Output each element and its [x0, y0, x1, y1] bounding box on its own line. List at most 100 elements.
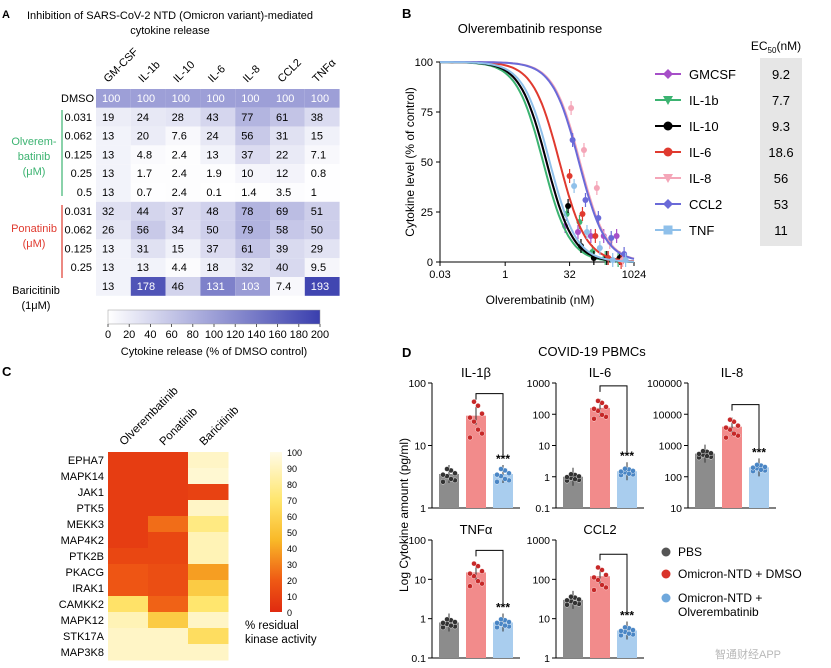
subplot-1: IL-6 0.1 1 10 100 1000 *** — [527, 365, 644, 515]
data-point — [592, 233, 599, 239]
cell-value: 13 — [102, 187, 114, 199]
data-dot — [599, 412, 605, 418]
kinase-column-header-2: Baricitinib — [198, 404, 242, 448]
panel-d-subplots: IL-1β110100***IL-60.11101001000***IL-810… — [408, 365, 776, 665]
kinase-colorbar-tick-label: 20 — [287, 576, 297, 586]
kinase-cell — [108, 612, 149, 629]
heatmap-cell — [304, 239, 340, 259]
legend-marker — [663, 121, 673, 131]
cell-value: 46 — [172, 281, 184, 293]
kinase-cell — [148, 628, 189, 645]
cell-value: 48 — [206, 206, 218, 218]
data-dot — [494, 620, 500, 626]
kinase-cell — [148, 580, 189, 597]
data-dot — [626, 630, 632, 637]
cell-value: 0.8 — [311, 168, 326, 180]
heatmap-cell — [235, 126, 270, 146]
ec50-value: 56 — [774, 171, 788, 186]
significance-bracket — [731, 404, 760, 450]
bar — [722, 426, 742, 508]
heatmap-cell — [96, 277, 131, 296]
heatmap-cell — [165, 277, 201, 296]
data-dot — [700, 448, 706, 454]
data-dot — [440, 620, 446, 626]
heatmap-cell — [96, 164, 131, 183]
data-point — [583, 229, 590, 235]
row-label-dmso: DMSO — [61, 93, 94, 105]
bar — [466, 572, 486, 658]
cell-value: 31 — [276, 131, 288, 143]
panel-b: B Olverembatinib response 0 25 50 75 100 0.03… — [402, 6, 802, 307]
data-dot — [595, 564, 601, 571]
kinase-cell — [188, 644, 229, 661]
kinase-cell — [188, 532, 229, 549]
panel-a-colorbar-label: Cytokine release (% of DMSO control) — [121, 346, 307, 358]
bar — [439, 622, 459, 658]
heatmap-cell — [200, 107, 236, 127]
data-dot — [591, 406, 597, 412]
data-dot — [471, 399, 477, 405]
heatmap-cell — [304, 145, 340, 165]
heatmap-cell — [200, 126, 236, 146]
cell-value: 50 — [206, 225, 218, 237]
kinase-row-label: CAMKK2 — [59, 599, 104, 611]
data-dot — [440, 479, 446, 485]
data-point — [571, 183, 578, 189]
kinase-row-label: PKACG — [65, 567, 104, 579]
data-dot — [591, 416, 597, 422]
subplot-y-tick-label: 100 — [408, 535, 426, 547]
row-label-olver-2: batinib — [18, 151, 50, 163]
cell-value: 100 — [137, 93, 155, 105]
cell-value: 2.4 — [172, 187, 187, 199]
bar — [563, 599, 583, 658]
heatmap-cell — [96, 258, 131, 277]
heatmap-cell — [130, 201, 166, 221]
kinase-cell — [148, 644, 189, 661]
cell-value: 37 — [241, 149, 253, 161]
concentration-label: 0.031 — [64, 112, 92, 124]
concentration-label: 0.062 — [64, 131, 92, 143]
data-dot — [479, 580, 485, 587]
cell-value: 131 — [206, 281, 224, 293]
data-dot — [467, 583, 473, 589]
cell-value: 22 — [276, 149, 288, 161]
cell-value: 28 — [172, 112, 184, 124]
heatmap-cell — [130, 164, 166, 183]
heatmap-cell — [200, 201, 236, 221]
kinase-cell — [108, 500, 149, 517]
cell-value: 15 — [172, 243, 184, 255]
cell-value: 193 — [311, 281, 329, 293]
heatmap-cell — [165, 107, 201, 127]
heatmap-cell — [304, 220, 340, 240]
kinase-cell — [148, 612, 189, 629]
heatmap-cell — [270, 239, 305, 259]
kinase-cell — [108, 516, 149, 533]
y-tick-label: 75 — [421, 107, 433, 119]
column-header-5: CCL2 — [276, 57, 304, 85]
subplot-y-tick-label: 10 — [414, 441, 426, 453]
data-dot — [448, 622, 454, 629]
concentration-label: 0.125 — [64, 243, 92, 255]
subplot-y-tick-label: 10 — [538, 614, 550, 626]
cell-value: 34 — [172, 225, 184, 237]
data-point — [582, 197, 589, 203]
panel-c-colorbar-label-1: % residual — [245, 620, 299, 632]
significance-bracket — [475, 549, 504, 605]
kinase-colorbar-tick-label: 80 — [287, 480, 297, 490]
heatmap-cell — [304, 89, 340, 108]
data-point — [622, 257, 629, 263]
data-point — [574, 229, 581, 235]
kinase-cell — [108, 644, 149, 661]
data-dot — [568, 471, 574, 477]
colorbar-tick-label: 100 — [205, 329, 223, 341]
kinase-colorbar-tick-label: 10 — [287, 592, 297, 602]
cell-value: 7.4 — [276, 281, 291, 293]
colorbar-tick-label: 40 — [144, 329, 156, 341]
heatmap-cell — [304, 183, 340, 202]
cell-value: 44 — [137, 206, 149, 218]
cell-value: 103 — [241, 281, 259, 293]
legend-label: Omicron-NTD + DMSO — [678, 567, 802, 581]
x-tick-label: 0.03 — [429, 269, 450, 281]
kinase-colorbar-tick-label: 0 — [287, 608, 292, 618]
cell-value: 2.4 — [172, 168, 187, 180]
